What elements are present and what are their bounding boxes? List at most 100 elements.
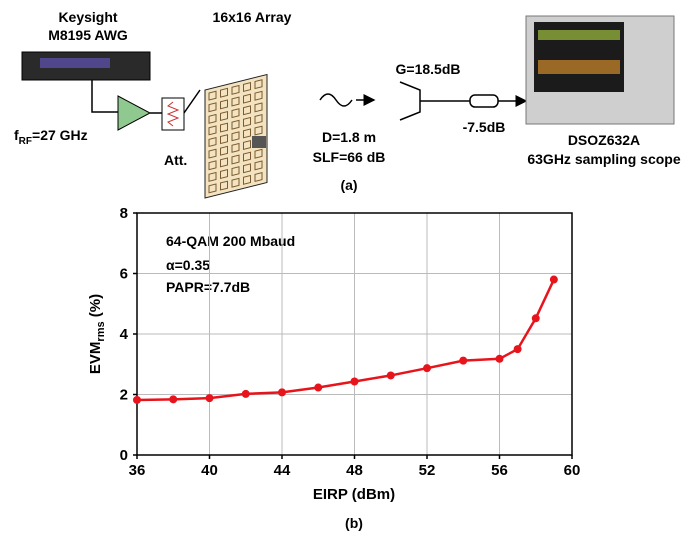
caption: (a) bbox=[340, 177, 357, 193]
x-tick-label: 48 bbox=[346, 462, 363, 479]
data-point bbox=[169, 395, 178, 404]
array-cell bbox=[254, 148, 263, 159]
scope-trace bbox=[538, 30, 620, 40]
scope-label: 63GHz sampling scope bbox=[527, 151, 680, 167]
frequency-text: f bbox=[14, 127, 19, 143]
array-cell bbox=[254, 90, 263, 101]
array-cell bbox=[208, 90, 217, 101]
array-cell bbox=[220, 157, 228, 168]
array-cell bbox=[243, 151, 251, 162]
gain-label: G=18.5dB bbox=[396, 61, 461, 77]
amplifier bbox=[117, 95, 152, 131]
array-cell bbox=[243, 128, 251, 139]
array-cell bbox=[208, 148, 217, 159]
data-point bbox=[459, 356, 468, 365]
frequency-sub: RF bbox=[19, 136, 32, 147]
y-tick-label: 4 bbox=[120, 326, 129, 343]
array-cell bbox=[220, 122, 228, 133]
x-tick-label: 36 bbox=[129, 462, 146, 479]
data-line bbox=[136, 279, 556, 402]
caption: (b) bbox=[345, 515, 363, 531]
data-point bbox=[314, 383, 323, 392]
array-cell bbox=[243, 93, 251, 104]
array-cell bbox=[254, 160, 263, 171]
array-cell bbox=[243, 140, 251, 151]
frequency-label: fRF=27 GHz bbox=[14, 127, 88, 147]
array-cell bbox=[254, 79, 263, 90]
annotation: PAPR=7.7dB bbox=[166, 279, 250, 295]
array-cell bbox=[243, 105, 251, 116]
array-cell bbox=[231, 96, 240, 107]
data-point bbox=[205, 394, 214, 403]
awg-label: M8195 AWG bbox=[48, 27, 128, 43]
x-axis-label: EIRP (dBm) bbox=[313, 486, 395, 503]
array-cell bbox=[231, 119, 240, 130]
array-cell bbox=[208, 102, 217, 113]
array-cell bbox=[220, 180, 228, 191]
data-point bbox=[278, 388, 286, 397]
array-cell bbox=[208, 137, 217, 148]
y-tick-label: 0 bbox=[120, 447, 128, 464]
annotation: α=0.35 bbox=[166, 257, 210, 273]
array-cell bbox=[220, 134, 228, 145]
array-cell bbox=[208, 125, 217, 136]
plot-frame bbox=[136, 212, 573, 456]
array-mount bbox=[252, 136, 266, 148]
y-tick-label: 2 bbox=[120, 387, 128, 404]
scope-label: DSOZ632A bbox=[568, 132, 640, 148]
slf-label: SLF=66 dB bbox=[313, 149, 386, 165]
x-tick-label: 40 bbox=[201, 462, 218, 479]
attenuator-symbol bbox=[166, 101, 180, 127]
y-label-text: (%) bbox=[87, 294, 104, 322]
array-cell bbox=[220, 145, 228, 156]
data-point bbox=[350, 377, 359, 386]
array-cell bbox=[231, 131, 240, 142]
diagram: Keysight M8195 AWG fRF=27 GHz Att. 16x16… bbox=[14, 9, 681, 199]
data-point bbox=[423, 364, 431, 373]
array-cell bbox=[231, 177, 240, 188]
frequency-text: =27 GHz bbox=[32, 127, 88, 143]
data-point bbox=[241, 389, 250, 398]
array-cell bbox=[231, 108, 240, 119]
array-cell bbox=[254, 125, 263, 136]
wire bbox=[91, 80, 118, 113]
array-cell bbox=[208, 183, 217, 194]
array-label: 16x16 Array bbox=[213, 9, 292, 25]
x-tick-label: 60 bbox=[564, 462, 581, 479]
array-cell bbox=[254, 113, 263, 124]
distance-label: D=1.8 m bbox=[322, 129, 376, 145]
array-cell bbox=[208, 160, 217, 171]
y-tick-label: 6 bbox=[120, 266, 128, 283]
annotation: 64-QAM 200 Mbaud bbox=[166, 233, 295, 249]
horn bbox=[399, 81, 421, 121]
y-label-text: EVM bbox=[87, 342, 104, 375]
array bbox=[204, 73, 268, 199]
cable bbox=[469, 94, 499, 108]
array-cell bbox=[254, 102, 263, 113]
array-cell bbox=[231, 142, 240, 153]
data-point bbox=[513, 345, 522, 354]
x-tick-label: 52 bbox=[419, 462, 436, 479]
wave bbox=[319, 93, 353, 107]
data-point bbox=[386, 371, 395, 380]
chart: 64-QAM 200 Mbaud α=0.35 PAPR=7.7dB EIRP … bbox=[87, 205, 580, 531]
x-tick-label: 56 bbox=[491, 462, 508, 479]
array-cell bbox=[243, 82, 251, 93]
scope-trace bbox=[538, 60, 620, 74]
array-cell bbox=[231, 166, 240, 177]
array-cells bbox=[208, 79, 263, 194]
awg-label: Keysight bbox=[58, 9, 117, 25]
attenuator-label: Att. bbox=[164, 152, 187, 168]
array-cell bbox=[243, 116, 251, 127]
awg-panel bbox=[40, 58, 110, 68]
array-cell bbox=[220, 87, 228, 98]
array-cell bbox=[220, 99, 228, 110]
x-tick-label: 44 bbox=[274, 462, 291, 479]
data-point bbox=[133, 395, 141, 404]
data-point bbox=[531, 314, 540, 323]
y-tick-label: 8 bbox=[120, 205, 128, 222]
y-axis-label: EVMrms (%) bbox=[87, 294, 107, 374]
wire bbox=[183, 89, 201, 114]
